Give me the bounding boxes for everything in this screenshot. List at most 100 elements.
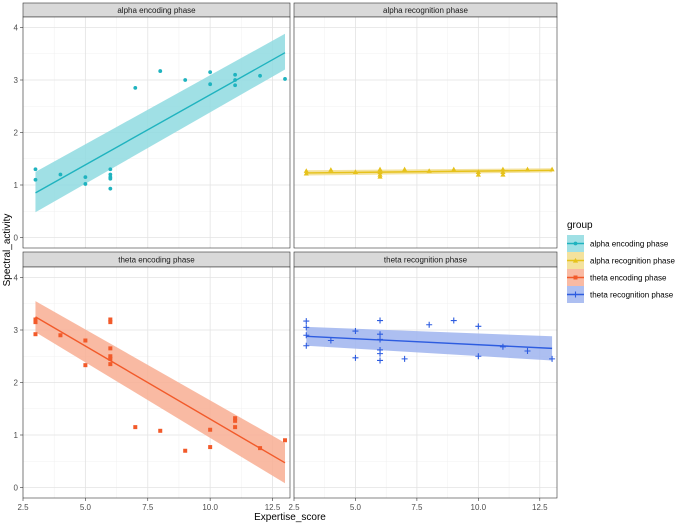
data-point [108, 346, 113, 351]
facet-panel: theta encoding phase [22, 251, 291, 499]
legend-label: alpha recognition phase [590, 257, 676, 266]
data-point [475, 323, 482, 330]
x-tick-label: 2.5 [17, 503, 29, 512]
data-point [233, 418, 238, 423]
legend-key-marker [573, 241, 578, 246]
y-tick-label: 1 [14, 181, 19, 190]
data-point [33, 167, 38, 172]
data-point [377, 331, 384, 338]
legend-key-marker [573, 275, 578, 280]
data-point [108, 167, 113, 172]
facet-strip-label: theta encoding phase [118, 256, 195, 265]
data-point [108, 172, 113, 177]
data-point [475, 171, 481, 177]
y-axis-title: Spectral_activity [2, 214, 13, 287]
data-point [450, 317, 457, 324]
legend-entry: theta encoding phase [567, 269, 667, 286]
data-point [327, 337, 334, 344]
data-point [83, 338, 88, 343]
data-point [524, 166, 531, 172]
data-point [233, 72, 238, 77]
regression-line [35, 316, 286, 464]
data-point [549, 166, 555, 172]
data-point [500, 171, 506, 177]
data-point [377, 350, 384, 357]
legend-key-marker [572, 257, 579, 263]
regression-line [35, 52, 286, 194]
data-point [83, 182, 88, 186]
data-point [108, 317, 113, 322]
y-tick-label: 3 [14, 76, 19, 85]
x-axis-title: Expertise_score [254, 512, 326, 523]
data-point [108, 320, 113, 325]
data-point [377, 174, 383, 179]
x-tick-label: 12.5 [532, 503, 548, 512]
legend-key-marker [572, 291, 579, 298]
data-point [303, 168, 309, 173]
data-point [33, 320, 38, 325]
y-tick-label: 2 [14, 129, 19, 138]
data-point [303, 342, 310, 349]
data-point [108, 186, 113, 191]
data-point [33, 177, 38, 182]
confidence-band [306, 326, 553, 361]
data-point [499, 343, 506, 350]
data-point [402, 166, 408, 172]
x-tick-label: 2.5 [288, 503, 300, 512]
data-point [208, 82, 213, 87]
facet-panels: alpha encoding phase alpha recognition ph… [22, 2, 558, 499]
facet-panel: alpha recognition phase [293, 2, 558, 249]
data-point [377, 169, 383, 174]
data-point [377, 357, 384, 364]
data-point [83, 175, 88, 180]
data-point [133, 85, 138, 90]
x-tick-label: 7.5 [411, 503, 423, 512]
data-point [208, 427, 213, 432]
data-point [524, 348, 531, 354]
y-tick-label: 0 [14, 234, 19, 243]
data-point [208, 70, 213, 75]
data-point [377, 166, 383, 172]
data-point [208, 445, 213, 450]
data-point [426, 168, 432, 173]
axes: 0 1 2 3 4 0 1 2 3 4 2.5 5.0 7.5 10.0 12.5 2.5 5.0 7.5 10.0… [2, 24, 548, 524]
legend-label: theta encoding phase [590, 274, 667, 283]
data-point [133, 425, 138, 430]
x-tick-label: 10.0 [471, 503, 487, 512]
legend-label: alpha encoding phase [590, 240, 669, 249]
data-point [475, 169, 481, 174]
data-point [58, 172, 63, 177]
data-point [451, 166, 457, 172]
y-tick-label: 0 [14, 484, 19, 493]
data-point [283, 77, 287, 81]
data-point [500, 166, 506, 172]
data-point [233, 78, 238, 82]
data-point [352, 169, 359, 174]
legend-label: theta recognition phase [590, 291, 674, 300]
y-tick-label: 4 [14, 24, 19, 33]
data-point [58, 333, 63, 338]
data-point [258, 73, 262, 78]
data-point [108, 362, 113, 367]
data-point [108, 176, 113, 181]
x-tick-label: 7.5 [142, 503, 154, 512]
data-point [258, 446, 263, 451]
y-tick-label: 2 [14, 379, 19, 388]
data-point [328, 167, 334, 172]
x-tick-label: 12.5 [265, 503, 281, 512]
data-point [158, 69, 163, 73]
data-point [303, 324, 310, 331]
facet-strip-label: theta recognition phase [384, 256, 468, 265]
legend: group alpha encoding phase alpha recogniti… [567, 220, 676, 303]
facet-strip-label: alpha recognition phase [383, 6, 469, 15]
y-tick-label: 4 [14, 274, 19, 283]
data-point [233, 425, 238, 430]
data-point [233, 83, 238, 88]
facet-panel: theta recognition phase [293, 251, 558, 499]
data-point [108, 354, 113, 359]
data-point [108, 356, 113, 361]
legend-entry: alpha recognition phase [567, 252, 676, 269]
confidence-band [35, 301, 286, 484]
facet-panel: alpha encoding phase [22, 2, 291, 249]
